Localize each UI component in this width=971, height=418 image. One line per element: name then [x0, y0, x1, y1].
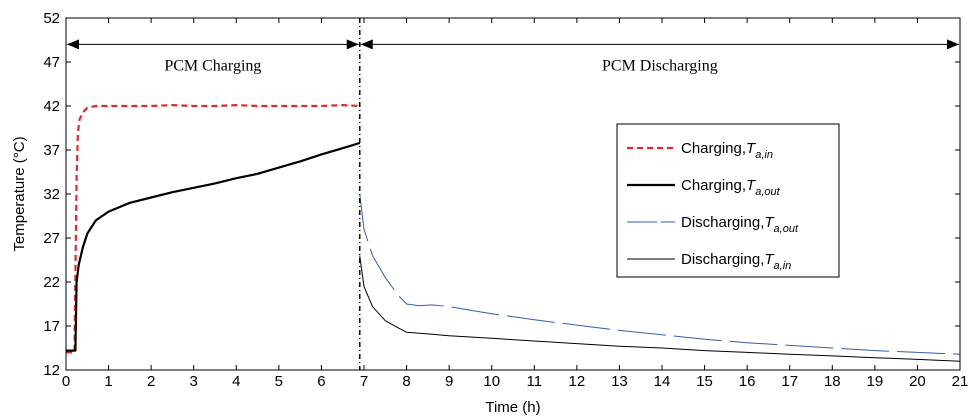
chart-marks: [66, 103, 961, 362]
y-tick-label: 52: [43, 10, 60, 27]
y-tick-label: 37: [43, 142, 60, 159]
x-tick-label: 20: [909, 373, 926, 390]
legend-box: [616, 123, 840, 278]
x-tick-label: 4: [232, 373, 240, 390]
axis-ticks: 0 1 2 3 4 5 6 7 8 9 10 11 12 13 14 15 16 17 18 19 20 21121722…: [43, 10, 968, 390]
x-tick-label: 13: [611, 373, 628, 390]
y-tick-label: 32: [43, 186, 60, 203]
discharging-arrow-head-right: [947, 39, 959, 50]
x-tick-label: 7: [360, 373, 368, 390]
x-tick-label: 16: [739, 373, 756, 390]
x-tick-label: 0: [62, 373, 70, 390]
x-tick-label: 19: [867, 373, 884, 390]
x-tick-label: 12: [569, 373, 586, 390]
y-tick-label: 17: [43, 318, 60, 335]
x-axis-label: Time (h): [485, 399, 540, 416]
legend-label-3: Discharging,Ta,in: [681, 251, 791, 272]
y-tick-label: 12: [43, 362, 60, 379]
legend-label-2: Discharging,Ta,out: [681, 214, 799, 235]
discharging-arrow-head-left: [360, 39, 373, 50]
y-tick-label: 27: [43, 230, 60, 247]
x-tick-label: 15: [696, 373, 713, 390]
x-tick-label: 1: [104, 373, 112, 390]
x-tick-label: 10: [483, 373, 500, 390]
phase-label-1: PCM Discharging: [602, 57, 718, 74]
y-axis-label: Temperature (°C): [11, 136, 28, 251]
x-tick-label: 3: [190, 373, 198, 390]
legend-label-0: Charging,Ta,in: [681, 140, 773, 161]
charging-arrow-head-left: [67, 39, 79, 50]
series-line-2: [359, 193, 961, 355]
y-tick-label: 42: [43, 98, 60, 115]
legend: Charging,Ta,in Charging,Ta,out Discharging…: [616, 123, 840, 278]
x-tick-label: 14: [654, 373, 671, 390]
series-line-1: [66, 141, 361, 352]
x-tick-label: 9: [445, 373, 453, 390]
series-line-0: [66, 103, 360, 354]
x-tick-label: 2: [147, 373, 155, 390]
x-tick-label: 11: [526, 373, 542, 390]
phase-annotations: PCM Charging PCM Discharging: [67, 18, 959, 370]
x-tick-label: 18: [824, 373, 841, 390]
x-tick-label: 21: [952, 373, 969, 390]
y-tick-label: 22: [43, 274, 60, 291]
legend-label-1: Charging,Ta,out: [681, 177, 781, 198]
phase-label-0: PCM Charging: [164, 57, 261, 74]
x-tick-label: 17: [781, 373, 798, 390]
x-tick-label: 5: [275, 373, 283, 390]
x-tick-label: 8: [402, 373, 410, 390]
charging-arrow-head-right: [346, 39, 359, 50]
y-tick-label: 47: [43, 54, 60, 71]
series-line-3: [359, 255, 961, 362]
x-tick-label: 6: [317, 373, 325, 390]
